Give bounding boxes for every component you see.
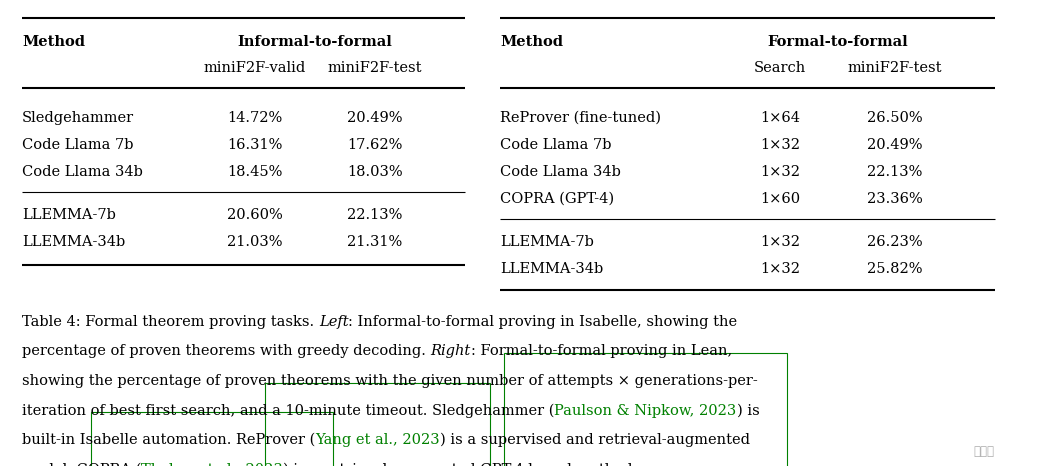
Text: 23.36%: 23.36%	[868, 192, 923, 206]
Text: 1×32: 1×32	[760, 262, 800, 276]
Text: showing the percentage of proven theorems with the given number of attempts × ge: showing the percentage of proven theorem…	[22, 374, 757, 388]
Text: Search: Search	[754, 61, 806, 75]
Text: 21.03%: 21.03%	[228, 235, 283, 249]
Text: 22.13%: 22.13%	[347, 208, 403, 222]
Text: 20.49%: 20.49%	[868, 138, 923, 152]
Text: miniF2F-valid: miniF2F-valid	[204, 61, 307, 75]
Text: 22.13%: 22.13%	[868, 165, 923, 179]
Text: 1×32: 1×32	[760, 138, 800, 152]
Text: Sledgehammer: Sledgehammer	[22, 111, 134, 125]
Text: 1×64: 1×64	[760, 111, 800, 125]
Text: iteration of best first search, and a 10-minute timeout. Sledgehammer (: iteration of best first search, and a 10…	[22, 404, 555, 418]
Text: ReProver (fine-tuned): ReProver (fine-tuned)	[500, 111, 661, 125]
Text: built-in Isabelle automation. ReProver (: built-in Isabelle automation. ReProver (	[22, 433, 315, 447]
Text: Paulson & Nipkow, 2023: Paulson & Nipkow, 2023	[555, 404, 737, 418]
Text: 1×60: 1×60	[760, 192, 800, 206]
Text: Informal-to-formal: Informal-to-formal	[238, 35, 393, 49]
Text: : Informal-to-formal proving in Isabelle, showing the: : Informal-to-formal proving in Isabelle…	[348, 315, 738, 329]
Text: miniF2F-test: miniF2F-test	[327, 61, 422, 75]
Text: LLEMMA-7b: LLEMMA-7b	[500, 235, 594, 249]
Text: Method: Method	[22, 35, 85, 49]
Text: Code Llama 7b: Code Llama 7b	[500, 138, 612, 152]
Text: 26.50%: 26.50%	[868, 111, 923, 125]
Text: 16.31%: 16.31%	[228, 138, 283, 152]
Text: Table 4: Formal theorem proving tasks.: Table 4: Formal theorem proving tasks.	[22, 315, 319, 329]
Text: 1×32: 1×32	[760, 235, 800, 249]
Text: 26.23%: 26.23%	[868, 235, 923, 249]
Text: 17.62%: 17.62%	[347, 138, 403, 152]
Text: 新智元: 新智元	[973, 445, 994, 458]
Text: 20.49%: 20.49%	[347, 111, 403, 125]
Text: Formal-to-formal: Formal-to-formal	[767, 35, 908, 49]
Text: 21.31%: 21.31%	[347, 235, 403, 249]
Text: LLEMMA-34b: LLEMMA-34b	[22, 235, 126, 249]
Text: LLEMMA-34b: LLEMMA-34b	[500, 262, 604, 276]
Text: model. COPRA (: model. COPRA (	[22, 462, 141, 466]
Text: 18.03%: 18.03%	[347, 165, 403, 179]
Text: LLEMMA-7b: LLEMMA-7b	[22, 208, 116, 222]
Text: Code Llama 34b: Code Llama 34b	[22, 165, 143, 179]
Text: COPRA (GPT-4): COPRA (GPT-4)	[500, 192, 614, 206]
Text: percentage of proven theorems with greedy decoding.: percentage of proven theorems with greed…	[22, 344, 430, 358]
Text: 20.60%: 20.60%	[228, 208, 283, 222]
Text: miniF2F-test: miniF2F-test	[848, 61, 942, 75]
Text: 18.45%: 18.45%	[228, 165, 283, 179]
Text: Code Llama 7b: Code Llama 7b	[22, 138, 133, 152]
Text: ) is: ) is	[737, 404, 760, 418]
Text: Thakur et al., 2023: Thakur et al., 2023	[141, 462, 283, 466]
Text: Left: Left	[319, 315, 348, 329]
Text: Method: Method	[500, 35, 563, 49]
Text: 1×32: 1×32	[760, 165, 800, 179]
Text: ) is a supervised and retrieval-augmented: ) is a supervised and retrieval-augmente…	[439, 433, 750, 447]
Text: 25.82%: 25.82%	[868, 262, 923, 276]
Text: Yang et al., 2023: Yang et al., 2023	[315, 433, 439, 447]
Text: Right: Right	[430, 344, 471, 358]
Text: 14.72%: 14.72%	[228, 111, 283, 125]
Text: Code Llama 34b: Code Llama 34b	[500, 165, 621, 179]
Text: ) is a retrieval-augmented GPT-4 based method.: ) is a retrieval-augmented GPT-4 based m…	[283, 462, 637, 466]
Text: : Formal-to-formal proving in Lean,: : Formal-to-formal proving in Lean,	[471, 344, 732, 358]
